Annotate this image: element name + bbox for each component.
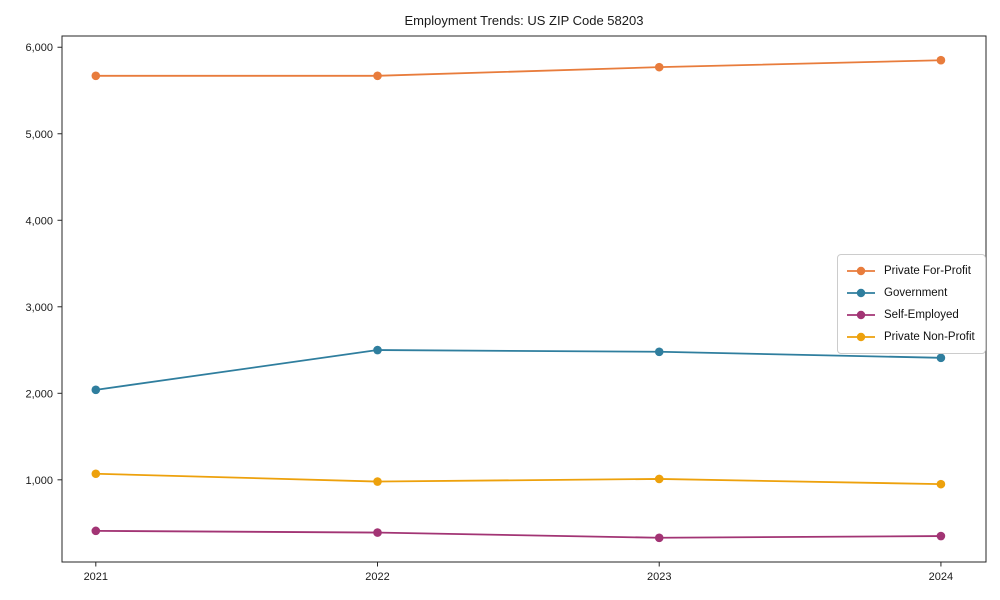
legend-marker — [847, 310, 875, 320]
x-axis-tick-label: 2021 — [84, 571, 108, 583]
data-point-private-for-profit — [91, 71, 101, 81]
data-point-private-for-profit — [654, 62, 664, 72]
legend-item-private-non-profit: Private Non-Profit — [846, 326, 975, 348]
data-point-private-non-profit — [936, 479, 946, 489]
x-axis-tick-label: 2024 — [929, 571, 953, 583]
legend-label: Self-Employed — [884, 309, 959, 321]
series-line-government — [95, 349, 941, 391]
legend-label: Government — [884, 287, 948, 299]
legend-marker — [847, 332, 875, 342]
data-point-self-employed — [936, 531, 946, 541]
data-point-self-employed — [373, 528, 382, 537]
legend-item-government: Government — [846, 282, 975, 304]
series-line-private-for-profit — [95, 59, 941, 77]
y-axis-tick-label: 2,000 — [25, 388, 53, 400]
legend-marker — [847, 266, 875, 276]
series-line-self-employed — [95, 529, 941, 539]
data-point-government — [654, 347, 664, 357]
legend-item-private-for-profit: Private For-Profit — [846, 260, 975, 282]
data-point-government — [91, 385, 101, 395]
legend-label: Private Non-Profit — [884, 331, 975, 343]
legend-label: Private For-Profit — [884, 265, 971, 277]
data-point-private-for-profit — [373, 71, 382, 81]
data-point-private-for-profit — [936, 55, 946, 65]
y-axis-tick-label: 1,000 — [25, 475, 53, 487]
legend: Private For-Profit Government Self-Emplo… — [837, 254, 986, 354]
data-point-self-employed — [654, 533, 664, 543]
data-point-private-non-profit — [373, 477, 382, 486]
data-point-government — [373, 345, 382, 355]
chart-title: Employment Trends: US ZIP Code 58203 — [405, 13, 644, 28]
data-point-private-non-profit — [654, 474, 664, 484]
y-axis-tick-label: 5,000 — [25, 129, 53, 141]
data-point-government — [936, 353, 946, 363]
y-axis-tick-label: 4,000 — [25, 215, 53, 227]
series-line-private-non-profit — [95, 472, 941, 486]
legend-item-self-employed: Self-Employed — [846, 304, 975, 326]
plot-frame — [61, 35, 987, 563]
data-point-private-non-profit — [91, 469, 101, 479]
data-point-self-employed — [91, 526, 101, 536]
legend-marker — [847, 288, 875, 298]
y-axis-tick-label: 3,000 — [25, 302, 53, 314]
y-axis-tick-label: 6,000 — [25, 42, 53, 54]
x-axis-tick-label: 2022 — [365, 571, 389, 583]
x-axis-tick-label: 2023 — [647, 571, 671, 583]
